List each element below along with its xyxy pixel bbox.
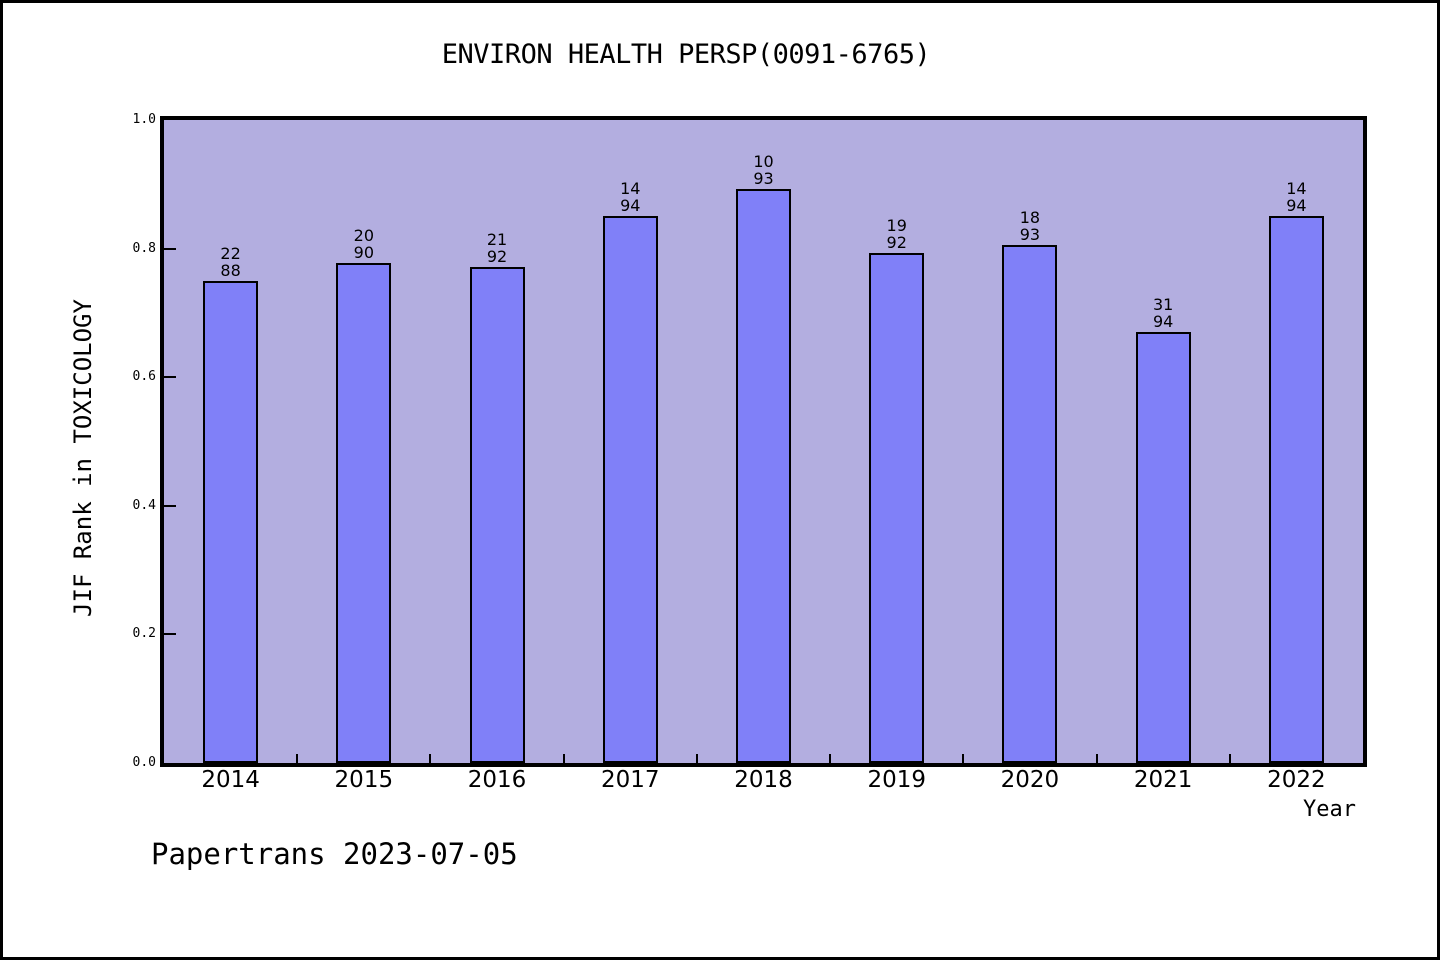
y-tick-label-0.6: 0.6	[132, 369, 156, 385]
x-axis-tick	[1229, 754, 1231, 763]
x-tick-label-2022: 2022	[1267, 767, 1326, 793]
y-axis-tick	[164, 376, 176, 378]
bar-2021	[1135, 332, 1191, 763]
y-tick-label-0.4: 0.4	[132, 497, 156, 513]
watermark-text: Papertrans 2023-07-05	[151, 837, 518, 871]
y-tick-label-1.0: 1.0	[132, 112, 156, 127]
x-axis-title: Year	[1303, 797, 1356, 822]
x-tick-label-2016: 2016	[467, 767, 527, 793]
bar-value-label: 18 93	[1019, 208, 1041, 244]
x-tick-label-2021: 2021	[1133, 767, 1193, 793]
bar-2018	[736, 189, 791, 763]
bar-value-label: 19 92	[886, 216, 907, 252]
y-tick-label-0.0: 0.0	[132, 755, 156, 770]
x-tick-label-2018: 2018	[734, 767, 793, 793]
x-tick-label-2020: 2020	[1000, 767, 1060, 793]
bar-2017	[602, 216, 658, 763]
bar-value-label: 22 88	[220, 244, 241, 280]
bar-2019	[869, 253, 925, 763]
bar-2016	[469, 267, 525, 763]
y-axis-tick	[164, 633, 176, 635]
x-tick-label-2017: 2017	[600, 767, 660, 793]
bar-value-label: 21 92	[486, 230, 508, 266]
bar-value-label: 10 93	[753, 152, 774, 188]
plot-area: 22 88 20 90 21 92 14 94 10 93 19 92 18 93 31 94…	[160, 116, 1367, 767]
x-tick-label-2019: 2019	[867, 767, 926, 793]
bar-value-label: 14 94	[620, 179, 641, 215]
bar-value-label: 14 94	[1286, 179, 1307, 215]
bar-2015	[336, 263, 392, 763]
x-axis-tick	[563, 754, 565, 763]
x-axis-tick	[962, 754, 964, 763]
bar-2022	[1268, 216, 1324, 763]
x-tick-label-2015: 2015	[334, 767, 394, 793]
x-axis-tick	[429, 754, 431, 763]
bar-value-label: 31 94	[1152, 295, 1174, 331]
y-tick-label-0.8: 0.8	[132, 240, 156, 256]
bar-value-label: 20 90	[353, 226, 374, 262]
bar-2020	[1002, 245, 1058, 763]
x-axis-tick	[696, 754, 698, 763]
x-axis-tick	[1096, 754, 1098, 763]
x-axis-tick	[829, 754, 831, 763]
y-axis-title: JIF Rank in TOXICOLOGY	[69, 299, 97, 617]
y-tick-label-0.2: 0.2	[132, 626, 156, 642]
y-axis-tick	[164, 505, 176, 507]
x-axis-tick	[296, 754, 298, 763]
x-tick-label-2014: 2014	[201, 767, 260, 793]
bar-2014	[203, 281, 259, 763]
chart-title: ENVIRON HEALTH PERSP(0091-6765)	[441, 39, 931, 70]
y-axis-tick	[164, 248, 176, 250]
